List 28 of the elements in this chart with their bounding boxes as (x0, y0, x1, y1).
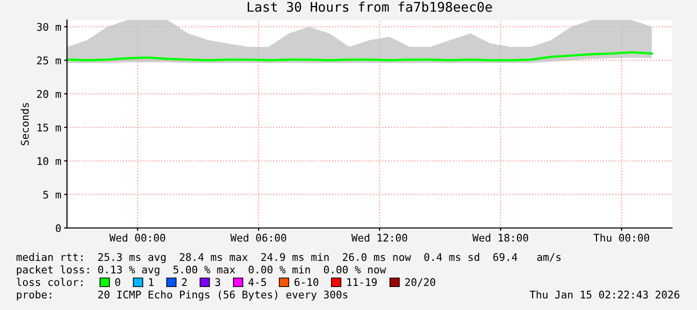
x-tick-label: Wed 00:00 (109, 234, 166, 242)
legend-label: 2 (182, 278, 187, 286)
legend-label: 6-10 (294, 278, 318, 286)
y-tick-label: 30 m (37, 22, 61, 31)
chart-title: Last 30 Hours from fa7b198eec0e (248, 2, 492, 12)
y-tick-label: 0 (56, 224, 61, 232)
legend-title: loss color: (16, 278, 82, 286)
y-tick-label: 20 m (37, 90, 61, 98)
y-tick-label: 15 m (38, 124, 61, 132)
text: probe: 20 ICMP Echo Pings (56 Bytes) every 300s (16, 290, 348, 301)
legend-label: 3 (215, 278, 220, 286)
x-tick-label: Wed 12:00 (351, 234, 408, 242)
legend-label: 11-19 (347, 278, 377, 286)
line-series (67, 51, 653, 62)
y-tick-label: 5 m (43, 190, 61, 199)
text: median rtt: 25.3 ms avg 28.4 ms max 24.9 ms min 26.0 ms now 0.4 ms sd 69.4 am/s (16, 252, 561, 264)
y-tick-label: 10 m (38, 157, 61, 166)
legend-label: 0 (115, 278, 120, 286)
legend-label: 1 (149, 278, 154, 286)
text: Thu Jan 15 02:22:43 2026 (530, 290, 680, 299)
x-tick-label: Wed 18:00 (472, 234, 528, 242)
legend-label: 20/20 (405, 278, 436, 287)
legend-label: 4-5 (248, 278, 266, 286)
y-tick-label: 25 m (37, 56, 61, 64)
y-axis-title: Seconds (20, 103, 29, 146)
x-tick-label: Wed 06:00 (230, 234, 286, 242)
x-tick-label: Thu 00:00 (594, 234, 650, 242)
text: packet loss: 0.13 % avg 5.00 % max 0.00 % min 0.00 % now (16, 265, 386, 276)
